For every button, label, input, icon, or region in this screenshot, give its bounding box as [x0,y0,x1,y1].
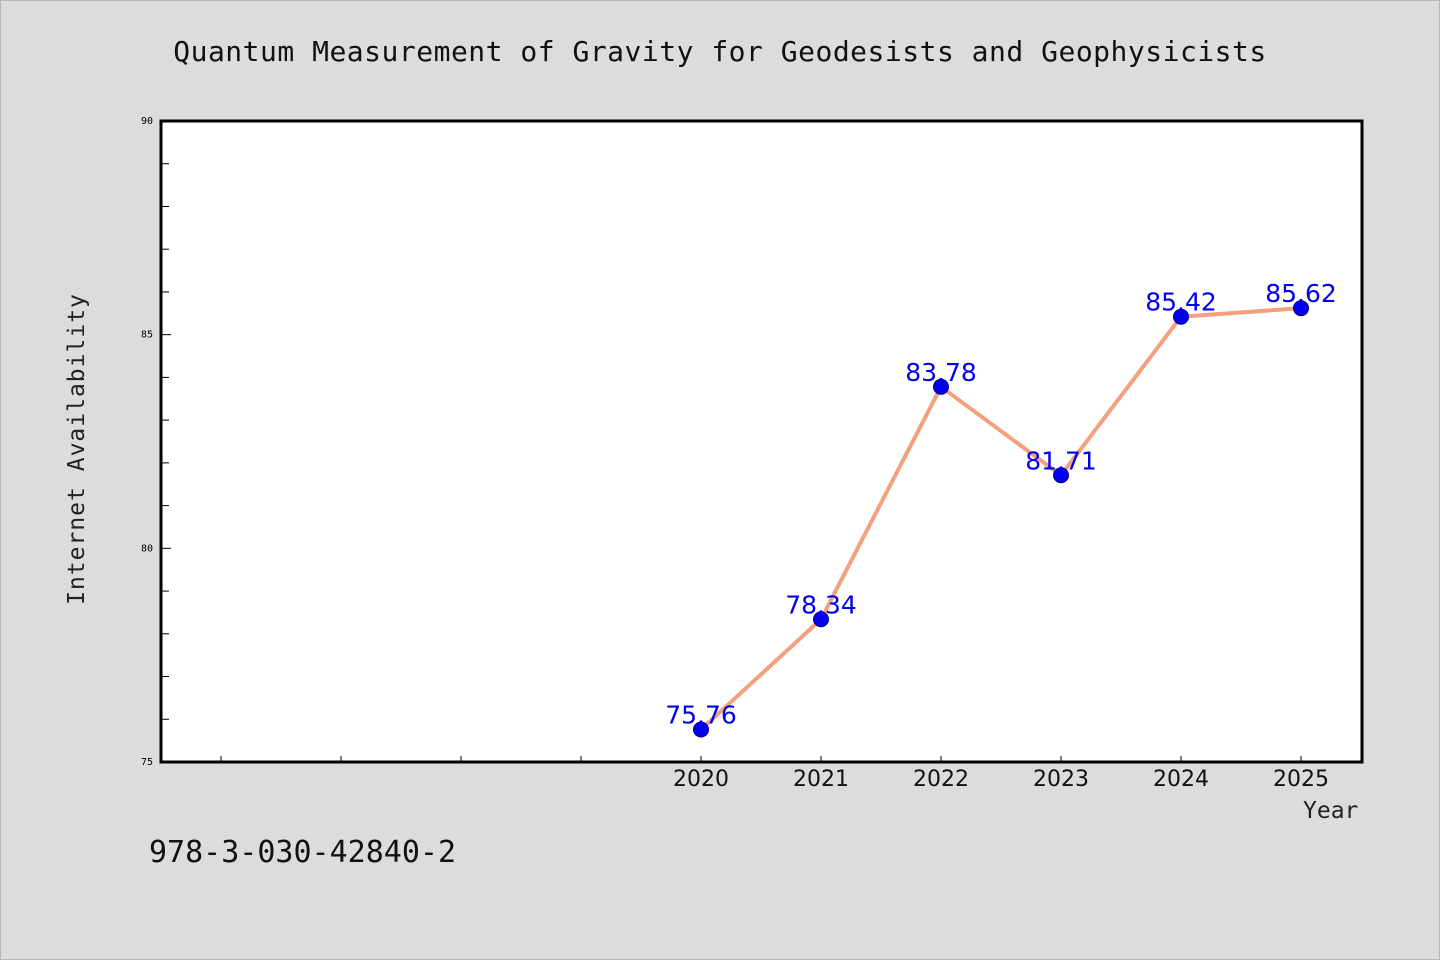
plot-frame [159,119,1364,764]
x-tick-label: 2024 [1153,767,1209,792]
x-axis-title: Year [1303,798,1359,824]
data-point [1293,300,1309,317]
y-tick-label: 90 [141,116,153,127]
data-point [1173,308,1189,325]
x-tick-label: 2020 [673,767,729,792]
data-label: 75.76 [665,701,737,730]
y-tick-label: 85 [141,330,153,341]
plot-area [161,121,1362,762]
data-point [693,721,709,738]
x-tick-label: 2023 [1033,767,1089,792]
x-tick-label: 2022 [913,767,969,792]
x-tick-label: 2021 [793,767,849,792]
chart-title: Quantum Measurement of Gravity for Geode… [173,35,1267,68]
data-labels-layer: 75.76 78.34 83.78 81.71 85.42 85.62 [665,279,1337,729]
data-label: 85.42 [1145,288,1217,317]
data-point [933,378,949,395]
data-point [813,611,829,628]
data-label: 83.78 [905,358,977,387]
axes-layer: 75 80 85 90 2020 2021 2022 2023 2024 2025 [141,116,1329,792]
series-layer [693,300,1309,738]
y-tick-label: 80 [141,543,153,554]
data-label: 78.34 [785,590,857,619]
data-label: 85.62 [1265,279,1337,308]
x-tick-label: 2025 [1273,767,1329,792]
y-tick-label: 75 [141,757,153,768]
data-point [1053,467,1069,484]
series-line [699,306,1302,731]
data-label: 81.71 [1025,446,1097,475]
footer-code: 978-3-030-42840-2 [149,835,457,870]
